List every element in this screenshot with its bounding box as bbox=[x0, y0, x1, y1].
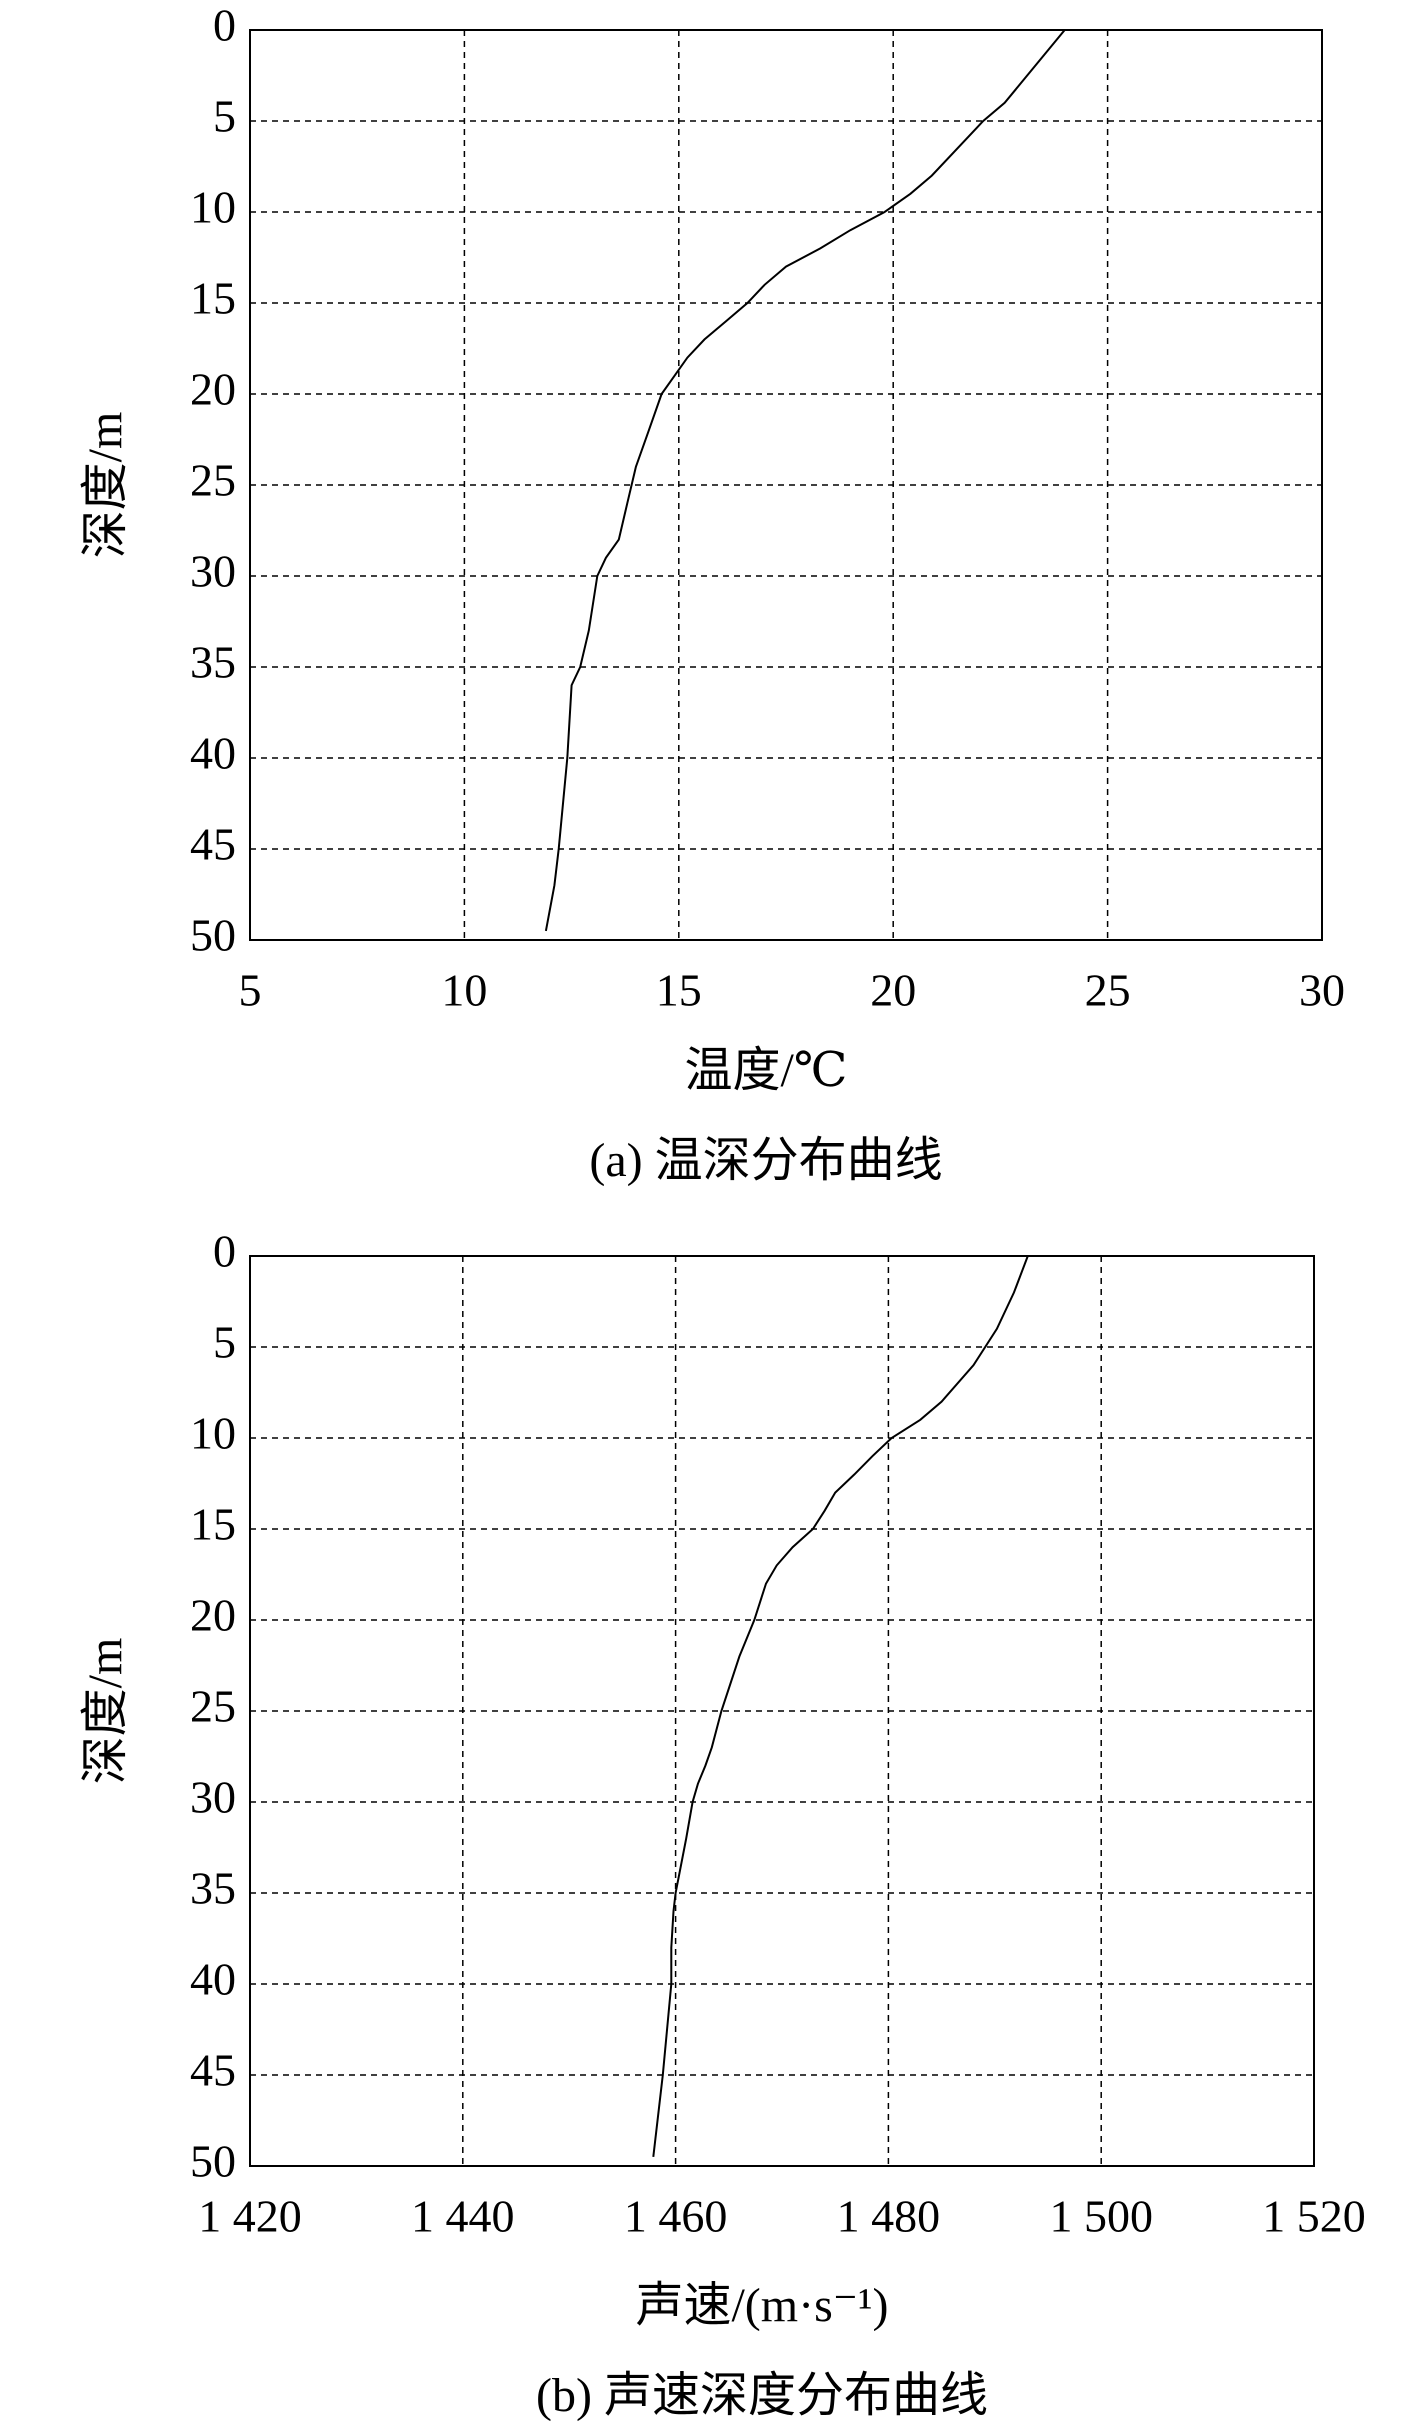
x-tick-label: 1 420 bbox=[198, 2191, 302, 2242]
x-tick-label: 1 480 bbox=[837, 2191, 941, 2242]
plot-frame bbox=[249, 1255, 1315, 2167]
y-tick-label: 35 bbox=[190, 1863, 236, 1914]
y-tick-label: 10 bbox=[190, 1408, 236, 1459]
y-axis-label: 深度/m bbox=[79, 1638, 132, 1785]
y-tick-label: 40 bbox=[190, 1954, 236, 2005]
y-tick-label: 25 bbox=[190, 1681, 236, 1732]
x-axis-label: 温度/℃ bbox=[684, 1044, 847, 1097]
x-tick-label: 15 bbox=[656, 965, 702, 1016]
x-tick-label: 1 520 bbox=[1262, 2191, 1366, 2242]
y-tick-label: 50 bbox=[190, 910, 236, 961]
y-tick-label: 45 bbox=[190, 819, 236, 870]
caption: (b) 声速深度分布曲线 bbox=[536, 2369, 988, 2422]
y-tick-label: 20 bbox=[190, 1590, 236, 1641]
y-tick-label: 20 bbox=[190, 364, 236, 415]
y-tick-label: 30 bbox=[190, 1772, 236, 1823]
y-axis-label: 深度/m bbox=[79, 412, 132, 559]
x-tick-label: 1 440 bbox=[411, 2191, 515, 2242]
y-tick-label: 25 bbox=[190, 455, 236, 506]
y-tick-label: 10 bbox=[190, 182, 236, 233]
plot-frame bbox=[249, 29, 1323, 941]
y-tick-label: 0 bbox=[213, 0, 236, 51]
x-tick-label: 1 460 bbox=[624, 2191, 728, 2242]
y-tick-label: 40 bbox=[190, 728, 236, 779]
x-tick-label: 10 bbox=[441, 965, 487, 1016]
data-line bbox=[544, 29, 1066, 932]
y-tick-label: 0 bbox=[213, 1226, 236, 1277]
y-tick-label: 5 bbox=[213, 91, 236, 142]
y-tick-label: 35 bbox=[190, 637, 236, 688]
caption: (a) 温深分布曲线 bbox=[589, 1134, 942, 1187]
x-tick-label: 25 bbox=[1085, 965, 1131, 1016]
y-tick-label: 50 bbox=[190, 2136, 236, 2187]
y-tick-label: 15 bbox=[190, 1499, 236, 1550]
x-tick-label: 20 bbox=[870, 965, 916, 1016]
x-axis-label: 声速/(m·s⁻¹) bbox=[635, 2279, 888, 2332]
data-line bbox=[652, 1255, 1029, 2158]
y-tick-label: 45 bbox=[190, 2045, 236, 2096]
x-tick-label: 5 bbox=[239, 965, 262, 1016]
x-tick-label: 30 bbox=[1299, 965, 1345, 1016]
x-tick-label: 1 500 bbox=[1049, 2191, 1153, 2242]
y-tick-label: 30 bbox=[190, 546, 236, 597]
y-tick-label: 15 bbox=[190, 273, 236, 324]
y-tick-label: 5 bbox=[213, 1317, 236, 1368]
